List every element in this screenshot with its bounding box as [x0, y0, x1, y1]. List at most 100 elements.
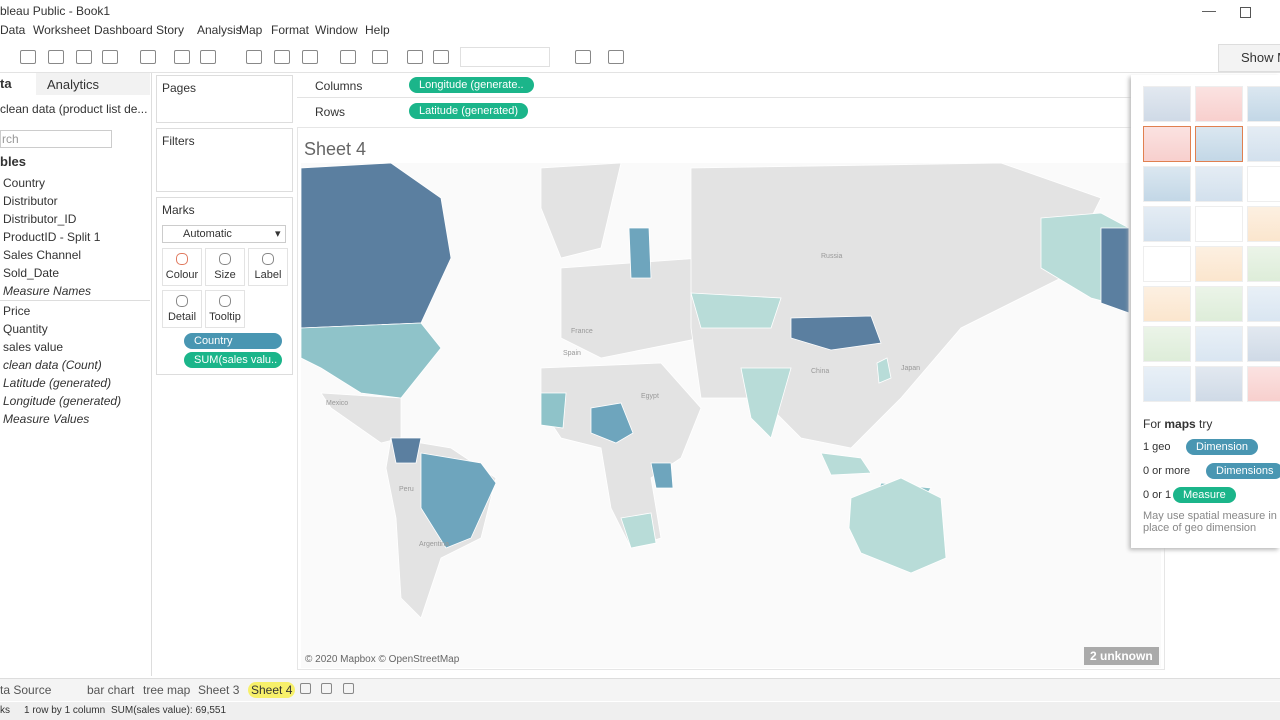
menu-item[interactable]: Map — [239, 23, 263, 37]
region — [1100, 227, 1130, 314]
chart-thumbnail[interactable] — [1195, 166, 1243, 202]
mark-button[interactable]: Label — [248, 248, 288, 286]
dimension-field[interactable]: Sales Channel — [3, 248, 82, 262]
toolbar-icon[interactable] — [433, 50, 449, 64]
toolbar-icon[interactable] — [274, 50, 290, 64]
new-sheet-icon[interactable] — [321, 683, 332, 694]
minimize[interactable]: — — [1202, 2, 1216, 18]
toolbar-icon[interactable] — [200, 50, 216, 64]
mark-button-label: Label — [254, 269, 282, 281]
sheet-tab[interactable]: bar chart — [87, 683, 135, 697]
measure-field[interactable]: Quantity — [3, 322, 48, 336]
hint-text: try — [1199, 417, 1213, 431]
chart-thumbnail[interactable] — [1195, 366, 1243, 402]
dimension-field[interactable]: Distributor_ID — [3, 212, 77, 226]
menu-item[interactable]: Data — [0, 23, 26, 37]
chart-thumbnail[interactable] — [1195, 246, 1243, 282]
toolbar-icon[interactable] — [575, 50, 591, 64]
menu-item[interactable]: Analysis — [197, 23, 242, 37]
chart-thumbnail[interactable] — [1247, 206, 1280, 242]
mark-pill[interactable]: Country — [184, 333, 282, 349]
toolbar-icon[interactable] — [246, 50, 262, 64]
chart-thumbnail[interactable] — [1143, 326, 1191, 362]
search-box[interactable]: rch — [0, 130, 112, 148]
menu-item[interactable]: Worksheet — [33, 23, 91, 37]
toolbar-icon[interactable] — [302, 50, 318, 64]
chart-thumbnail[interactable] — [1195, 126, 1243, 162]
chart-thumbnail[interactable] — [1143, 86, 1191, 122]
measure-field[interactable]: Latitude (generated) — [3, 376, 112, 390]
dimension-field[interactable]: Distributor — [3, 194, 58, 208]
mark-icon — [176, 295, 188, 307]
menu-item[interactable]: Story — [156, 23, 185, 37]
unknown-indicator[interactable]: 2 unknown — [1084, 647, 1159, 665]
restore[interactable] — [1240, 7, 1251, 18]
chart-thumbnail[interactable] — [1247, 126, 1280, 162]
chart-thumbnail[interactable] — [1195, 326, 1243, 362]
chart-thumbnail[interactable] — [1247, 246, 1280, 282]
chart-thumbnail[interactable] — [1143, 286, 1191, 322]
divider — [0, 300, 150, 301]
toolbar-icon[interactable] — [174, 50, 190, 64]
new-sheet-icon[interactable] — [343, 683, 354, 694]
dimension-field[interactable]: Measure Names — [3, 284, 92, 298]
toolbar-icon[interactable] — [76, 50, 92, 64]
data-source[interactable]: clean data (product list de... — [0, 102, 148, 116]
marks-card: Marks Automatic ▾ Colour Size Label Detail To… — [156, 197, 293, 375]
chart-thumbnail[interactable] — [1247, 166, 1280, 202]
toolbar-dropdown[interactable] — [460, 47, 550, 67]
data-tab[interactable]: ta — [0, 76, 12, 91]
toolbar-icon[interactable] — [372, 50, 388, 64]
mark-button[interactable]: Size — [205, 248, 245, 286]
measure-field[interactable]: Longitude (generated) — [3, 394, 122, 408]
chart-thumbnail[interactable] — [1247, 366, 1280, 402]
dimension-field[interactable]: Sold_Date — [3, 266, 60, 280]
menu-item[interactable]: Dashboard — [94, 23, 153, 37]
analytics-tab[interactable]: Analytics — [36, 73, 150, 95]
sheet-tab[interactable]: tree map — [143, 683, 191, 697]
chart-thumbnail[interactable] — [1143, 166, 1191, 202]
sheet-tab[interactable]: Sheet 4 — [248, 682, 296, 698]
mark-type-dropdown[interactable]: Automatic ▾ — [162, 225, 286, 243]
sheet-tab[interactable]: ta Source — [0, 683, 52, 697]
chart-thumbnail[interactable] — [1247, 326, 1280, 362]
menu-item[interactable]: Window — [315, 23, 358, 37]
rows-pill[interactable]: Latitude (generated) — [409, 103, 529, 119]
measure-field[interactable]: sales value — [3, 340, 64, 354]
toolbar-icon[interactable] — [102, 50, 118, 64]
chart-thumbnail[interactable] — [1143, 206, 1191, 242]
sheet-tab[interactable]: Sheet 3 — [198, 683, 240, 697]
chart-thumbnail[interactable] — [1143, 366, 1191, 402]
menu-item[interactable]: Help — [365, 23, 390, 37]
chart-thumbnail[interactable] — [1195, 286, 1243, 322]
chart-thumbnail[interactable] — [1247, 86, 1280, 122]
dimension-field[interactable]: Country — [3, 176, 46, 190]
toolbar-icon[interactable] — [340, 50, 356, 64]
toolbar-icon[interactable] — [20, 50, 36, 64]
mark-button[interactable]: Detail — [162, 290, 202, 328]
mark-button[interactable]: Tooltip — [205, 290, 245, 328]
chart-thumbnail[interactable] — [1195, 86, 1243, 122]
dimension-field[interactable]: ProductID - Split 1 — [3, 230, 101, 244]
menu-item[interactable]: Format — [271, 23, 310, 37]
pages-card: Pages — [156, 75, 293, 123]
map-label: Egypt — [641, 393, 659, 400]
columns-pill[interactable]: Longitude (generate.. — [409, 77, 534, 93]
new-sheet-icon[interactable] — [300, 683, 311, 694]
chart-thumbnail[interactable] — [1143, 246, 1191, 282]
measure-field[interactable]: Price — [3, 304, 31, 318]
chart-thumbnail[interactable] — [1195, 206, 1243, 242]
toolbar-icon[interactable] — [140, 50, 156, 64]
mark-icon — [262, 253, 274, 265]
measure-field[interactable]: clean data (Count) — [3, 358, 102, 372]
show-me-button[interactable]: Show M — [1218, 44, 1280, 72]
chart-thumbnail[interactable] — [1247, 286, 1280, 322]
toolbar-icon[interactable] — [48, 50, 64, 64]
mark-button[interactable]: Colour — [162, 248, 202, 286]
mark-pill[interactable]: SUM(sales valu.. — [184, 352, 282, 368]
toolbar-icon[interactable] — [608, 50, 624, 64]
measure-field[interactable]: Measure Values — [3, 412, 90, 426]
mark-button-label: Tooltip — [209, 311, 241, 323]
chart-thumbnail[interactable] — [1143, 126, 1191, 162]
toolbar-icon[interactable] — [407, 50, 423, 64]
